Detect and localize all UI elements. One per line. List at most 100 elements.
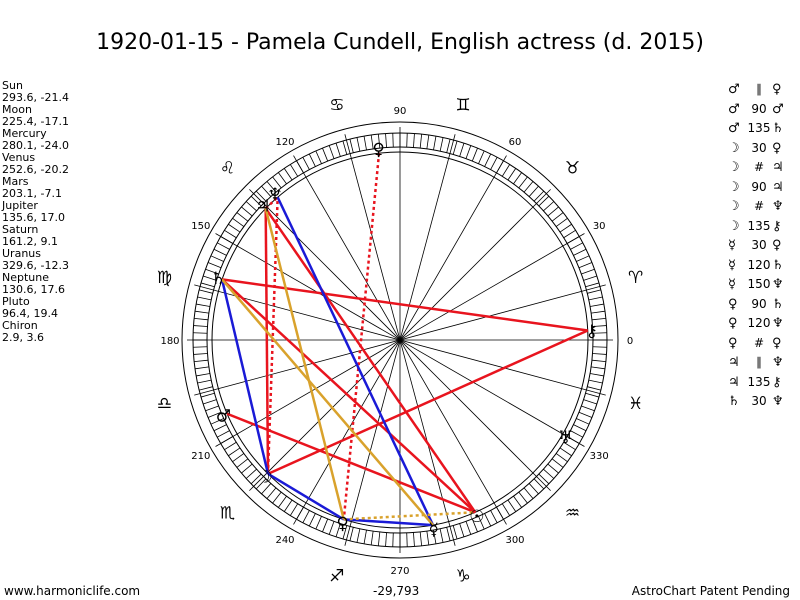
aspect-planet-1: ♀ (728, 296, 738, 312)
degree-tick (589, 303, 604, 307)
aspect-row: ♂ ∥ ♀ (728, 80, 790, 100)
planet-pluto-icon: ♀ (372, 140, 384, 160)
degree-tick (232, 453, 245, 462)
aspect-type: 135 (747, 218, 771, 233)
degree-tick (255, 478, 267, 490)
aspect-planet-2: ♃ (772, 179, 784, 195)
degree-tick (559, 223, 572, 233)
degree-tick (194, 359, 209, 363)
degree-tick (205, 405, 219, 412)
aspect-row: ♀ 90 ♄ (728, 295, 790, 315)
aspect-row: ♂ 90 ♂ (728, 100, 790, 120)
aspect-type: 30 (751, 238, 767, 252)
degree-tick (490, 157, 498, 170)
zodiac-sign-icon: ♍ (157, 268, 172, 288)
degree-tick (197, 379, 212, 384)
degree-tick (308, 513, 316, 527)
degree-tick (583, 399, 597, 405)
degree-tick (547, 463, 559, 474)
degree-tick (518, 176, 528, 189)
zodiac-sign-icon: ♐ (329, 567, 344, 587)
degree-tick (210, 418, 224, 425)
degree-tick (585, 392, 600, 398)
aspect-row: ☿ 150 ♆ (728, 275, 790, 295)
degree-tick (385, 532, 387, 547)
degree-label: 270 (390, 566, 409, 577)
aspect-type: 90 (751, 179, 767, 194)
zodiac-sign-icon: ♌ (220, 158, 235, 178)
degree-tick (543, 468, 555, 479)
degree-tick (266, 181, 277, 193)
aspect-planet-1: ☽ (728, 140, 740, 156)
degree-tick (289, 503, 299, 516)
aspect-planet-1: ♂ (728, 82, 740, 97)
degree-label: 120 (275, 137, 294, 148)
degree-tick (513, 172, 522, 185)
degree-tick (278, 495, 287, 508)
degree-tick (452, 525, 458, 540)
degree-tick (471, 147, 478, 162)
degree-label: 300 (505, 535, 524, 546)
aspect-type: # (753, 199, 765, 213)
aspect-row: ☽ 90 ♃ (728, 178, 790, 198)
position-name: Jupiter (2, 199, 38, 212)
degree-tick (236, 212, 249, 222)
degree-tick (478, 150, 485, 164)
aspect-planet-2: ♆ (772, 277, 784, 292)
degree-tick (356, 528, 361, 543)
degree-tick (363, 529, 367, 544)
aspect-planet-1: ☽ (728, 218, 740, 234)
degree-tick (528, 185, 539, 197)
degree-tick (413, 532, 415, 547)
degree-tick (501, 164, 511, 177)
aspect-planet-1: ♃ (728, 355, 740, 370)
aspect-planet-2: ♆ (772, 199, 784, 214)
footer-credit: AstroChart Patent Pending (631, 584, 790, 598)
degree-tick (563, 441, 576, 451)
degree-tick (335, 143, 341, 157)
degree-tick (563, 229, 576, 239)
degree-tick (587, 289, 601, 294)
degree-tick (419, 134, 423, 149)
degree-tick (528, 483, 539, 495)
aspect-line (264, 207, 477, 513)
position-coords: 329.6, -12.3 (2, 259, 69, 272)
degree-tick (278, 172, 287, 185)
aspect-planet-1: ☿ (728, 277, 736, 292)
degree-tick (439, 528, 444, 543)
degree-tick (581, 405, 595, 412)
aspect-line (221, 278, 434, 526)
degree-tick (322, 147, 329, 162)
degree-tick (196, 303, 211, 307)
degree-label: 150 (191, 221, 210, 232)
zodiac-sign-icon: ♓ (628, 394, 643, 414)
degree-tick (322, 518, 329, 533)
zodiac-sign-icon: ♒ (565, 504, 580, 524)
aspect-row: ☽ 135 ⚷ (728, 217, 790, 237)
position-name: Neptune (2, 271, 50, 284)
degree-tick (349, 527, 354, 541)
position-name: Sun (2, 79, 23, 92)
degree-tick (501, 503, 511, 516)
aspect-planet-1: ☽ (728, 199, 740, 214)
degree-tick (302, 510, 310, 523)
degree-tick (555, 218, 568, 227)
degree-tick (213, 424, 227, 432)
position-name: Chiron (2, 319, 38, 332)
degree-tick (193, 325, 208, 327)
degree-tick (342, 140, 348, 155)
footer-site-link[interactable]: www.harmoniclife.com (4, 584, 141, 598)
degree-tick (363, 136, 367, 151)
degree-tick (419, 531, 423, 546)
degree-tick (570, 242, 583, 250)
degree-tick (213, 248, 227, 256)
aspect-planet-1: ♂ (728, 101, 740, 117)
position-coords: 130.6, 17.6 (2, 283, 65, 296)
degree-tick (591, 366, 606, 370)
degree-tick (578, 411, 593, 418)
degree-tick (194, 310, 209, 314)
position-name: Venus (2, 151, 36, 164)
degree-ticks (193, 133, 607, 547)
degree-tick (465, 145, 472, 159)
aspect-line (267, 329, 589, 476)
